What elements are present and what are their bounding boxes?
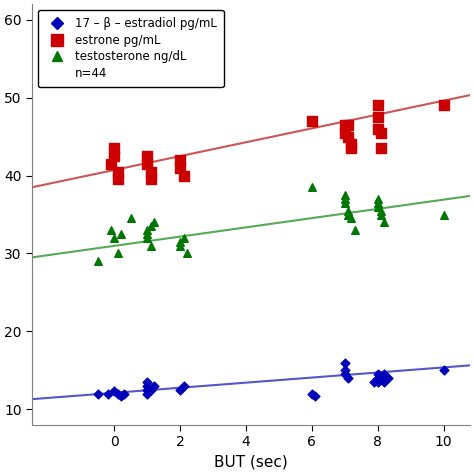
Point xyxy=(351,226,358,234)
Point xyxy=(176,156,184,164)
Point xyxy=(104,390,112,398)
Point xyxy=(377,145,385,152)
Point xyxy=(344,207,352,214)
Point xyxy=(440,366,447,374)
Point xyxy=(147,386,155,393)
Point xyxy=(374,370,382,378)
Point xyxy=(381,378,388,386)
Point xyxy=(374,125,382,133)
Point xyxy=(440,101,447,109)
Point xyxy=(150,382,158,390)
Point xyxy=(147,168,155,175)
Point xyxy=(147,176,155,183)
Point xyxy=(110,234,118,242)
Point xyxy=(341,370,348,378)
Point xyxy=(374,199,382,207)
Point xyxy=(150,219,158,226)
Point xyxy=(114,390,121,398)
Point xyxy=(176,164,184,172)
Point xyxy=(147,242,155,249)
Point xyxy=(110,152,118,160)
Point xyxy=(347,141,355,148)
Point xyxy=(127,215,135,222)
Point xyxy=(374,195,382,203)
Point xyxy=(341,129,348,137)
Point xyxy=(176,242,184,249)
Point xyxy=(347,145,355,152)
Point xyxy=(114,250,121,257)
Point xyxy=(374,113,382,121)
Point xyxy=(180,172,187,179)
Point xyxy=(308,117,316,125)
Point xyxy=(308,183,316,191)
Point xyxy=(94,390,102,398)
Point xyxy=(180,382,187,390)
Point xyxy=(377,374,385,382)
Point xyxy=(377,207,385,214)
Point xyxy=(311,392,319,400)
Point xyxy=(371,378,378,386)
Point xyxy=(94,257,102,265)
Point xyxy=(374,378,382,386)
Point xyxy=(341,199,348,207)
Point xyxy=(377,374,385,382)
Point xyxy=(308,390,316,398)
Point xyxy=(176,238,184,246)
Point xyxy=(341,191,348,199)
Point xyxy=(120,390,128,398)
Point xyxy=(117,392,125,400)
Point xyxy=(117,230,125,238)
Point xyxy=(114,168,121,175)
Point xyxy=(440,211,447,219)
Point xyxy=(110,145,118,152)
Point xyxy=(341,359,348,366)
X-axis label: BUT (sec): BUT (sec) xyxy=(214,455,288,470)
Point xyxy=(344,121,352,129)
Point xyxy=(144,160,151,168)
Point xyxy=(144,386,151,393)
Point xyxy=(183,250,191,257)
Point xyxy=(344,133,352,140)
Point xyxy=(374,203,382,210)
Point xyxy=(344,374,352,382)
Point xyxy=(144,234,151,242)
Point xyxy=(374,374,382,382)
Point xyxy=(381,219,388,226)
Point xyxy=(144,382,151,390)
Point xyxy=(144,226,151,234)
Point xyxy=(108,160,115,168)
Point xyxy=(344,211,352,219)
Point xyxy=(114,176,121,183)
Legend: 17 – β – estradiol pg/mL, estrone pg/mL, testosterone ng/dL, n=44: 17 – β – estradiol pg/mL, estrone pg/mL,… xyxy=(38,10,224,87)
Point xyxy=(347,215,355,222)
Point xyxy=(180,234,187,242)
Point xyxy=(341,121,348,129)
Point xyxy=(377,129,385,137)
Point xyxy=(144,378,151,386)
Point xyxy=(341,195,348,203)
Point xyxy=(147,222,155,230)
Point xyxy=(108,226,115,234)
Point xyxy=(144,152,151,160)
Point xyxy=(341,366,348,374)
Point xyxy=(144,390,151,398)
Point xyxy=(144,230,151,238)
Point xyxy=(377,211,385,219)
Point xyxy=(374,101,382,109)
Point xyxy=(110,388,118,395)
Point xyxy=(384,374,392,382)
Point xyxy=(381,370,388,378)
Point xyxy=(176,386,184,393)
